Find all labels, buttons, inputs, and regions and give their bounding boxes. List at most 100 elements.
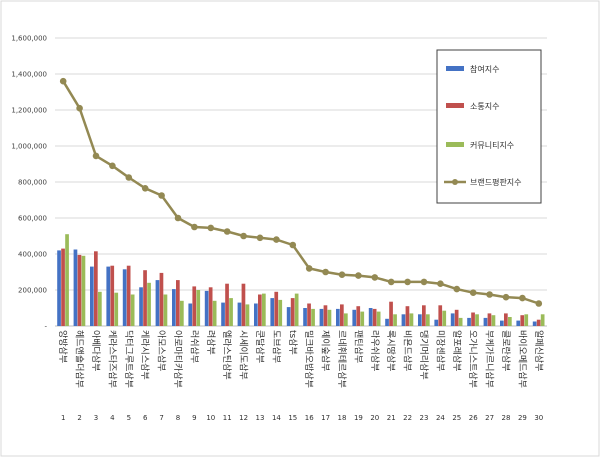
category-label: 미장센삼부 bbox=[434, 330, 445, 371]
bar bbox=[172, 289, 176, 326]
brand-index-point bbox=[437, 280, 444, 288]
bar bbox=[487, 313, 492, 326]
bar bbox=[372, 308, 377, 326]
category-label: 클로란삼부 bbox=[500, 330, 512, 371]
bar bbox=[225, 283, 229, 326]
bar bbox=[122, 269, 127, 326]
bar bbox=[516, 320, 521, 326]
bar bbox=[254, 303, 258, 326]
bar bbox=[110, 265, 115, 326]
bar bbox=[159, 272, 164, 326]
bar bbox=[524, 314, 529, 326]
bar bbox=[94, 251, 98, 326]
rank-label: 4 bbox=[110, 414, 115, 422]
bar bbox=[221, 302, 225, 326]
brand-index-point bbox=[486, 291, 493, 298]
bar bbox=[245, 304, 250, 326]
category-label: 쿤달삼부 bbox=[254, 330, 266, 363]
bar bbox=[520, 315, 525, 326]
bar bbox=[290, 298, 295, 326]
rank-label: 30 bbox=[534, 414, 543, 422]
bar bbox=[438, 305, 443, 326]
y-tick-label: 200,000 bbox=[18, 287, 47, 295]
y-tick-label: 1,400,000 bbox=[11, 71, 47, 79]
category-label: 헤드앤숄더삼부 bbox=[74, 330, 86, 388]
category-label: 제이숲삼부 bbox=[320, 330, 331, 371]
rank-label: 12 bbox=[239, 414, 248, 422]
category-label: 팬틴삼부 bbox=[352, 330, 363, 363]
bar bbox=[57, 250, 61, 326]
bar bbox=[426, 314, 430, 326]
bar bbox=[323, 305, 328, 326]
legend-label: 참여지수 bbox=[470, 64, 499, 74]
category-label: 러쉬삼부 bbox=[188, 330, 199, 363]
rank-label: 16 bbox=[305, 414, 314, 422]
bar bbox=[81, 255, 86, 326]
brand-index-point bbox=[223, 228, 231, 235]
bar bbox=[114, 292, 119, 326]
bar bbox=[212, 300, 217, 326]
bar bbox=[204, 290, 209, 326]
bar bbox=[139, 287, 143, 326]
brand-index-point bbox=[289, 241, 297, 249]
bar bbox=[176, 280, 180, 326]
brand-index-point bbox=[338, 271, 346, 279]
bar bbox=[471, 312, 475, 326]
brand-index-point bbox=[469, 289, 477, 297]
bar bbox=[409, 313, 414, 326]
brand-index-point bbox=[256, 234, 264, 242]
bar bbox=[258, 294, 262, 326]
bar bbox=[376, 311, 381, 326]
rank-label: 2 bbox=[77, 414, 81, 422]
brand-index-point bbox=[174, 214, 182, 222]
y-tick-label: 1,200,000 bbox=[11, 107, 47, 115]
bar bbox=[143, 270, 147, 326]
bar bbox=[311, 308, 315, 326]
brand-index-point bbox=[273, 236, 280, 243]
bar bbox=[434, 319, 439, 326]
bar bbox=[458, 317, 463, 326]
bar bbox=[90, 266, 94, 326]
rank-label: 28 bbox=[502, 414, 511, 422]
rank-label: 5 bbox=[127, 414, 131, 422]
bar bbox=[270, 298, 275, 326]
category-label: 닥터그루트삼부 bbox=[123, 330, 134, 388]
rank-label: 21 bbox=[387, 414, 396, 422]
category-label: 비욘드삼부 bbox=[402, 330, 413, 371]
bar bbox=[389, 301, 393, 326]
brand-index-point bbox=[125, 174, 133, 181]
category-label: 아모스삼부 bbox=[156, 330, 167, 371]
bar bbox=[77, 254, 82, 326]
bar bbox=[192, 286, 197, 326]
bar bbox=[65, 234, 69, 326]
legend-swatch bbox=[446, 66, 464, 71]
brand-index-point bbox=[92, 152, 100, 160]
brand-index-point bbox=[371, 274, 379, 281]
category-label: 바이오메드삼부 bbox=[516, 330, 527, 388]
bar bbox=[467, 317, 471, 326]
brand-index-point bbox=[59, 77, 67, 85]
rank-label: 1 bbox=[61, 414, 65, 422]
bar bbox=[405, 306, 410, 326]
brand-index-point bbox=[502, 293, 510, 301]
legend-label: 소통지수 bbox=[470, 102, 499, 111]
rank-label: 19 bbox=[354, 414, 363, 422]
category-label: 알페신삼부 bbox=[533, 330, 544, 371]
bar bbox=[532, 321, 537, 326]
rank-label: 18 bbox=[338, 414, 347, 422]
bar bbox=[241, 283, 246, 326]
category-label: 밀크바오밥삼부 bbox=[303, 330, 315, 388]
bar bbox=[147, 282, 151, 326]
brand-index-point bbox=[158, 192, 165, 199]
y-tick-label: 400,000 bbox=[18, 251, 47, 259]
rank-label: 6 bbox=[143, 414, 148, 422]
rank-label: 13 bbox=[256, 414, 265, 422]
bar bbox=[262, 293, 266, 326]
brand-index-point bbox=[240, 232, 247, 240]
brand-index-point bbox=[305, 265, 313, 272]
category-label: 앙방삼부 bbox=[57, 330, 69, 363]
bar bbox=[188, 303, 193, 326]
bar bbox=[356, 306, 361, 326]
bar bbox=[196, 290, 201, 326]
category-label: 라우쉬삼부 bbox=[369, 330, 380, 371]
